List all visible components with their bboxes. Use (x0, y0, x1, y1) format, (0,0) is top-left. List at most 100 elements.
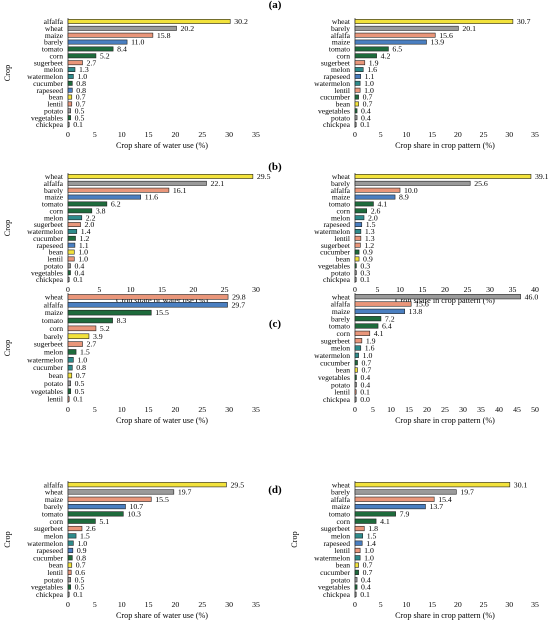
chart-0-left-bar-melon (67, 67, 76, 72)
chart-0-right-data-label: 15.6 (439, 31, 453, 40)
chart-0-left-category-label: maize (45, 31, 64, 40)
chart-1-right-category-label: watermelon (314, 227, 350, 236)
chart-1-left-data-label: 22.1 (210, 179, 224, 188)
chart-3-right-category-label: chickpea (323, 590, 351, 599)
chart-2-right-bar-vegetables (354, 374, 357, 380)
chart-0-right-bar-vegetables (354, 108, 358, 114)
chart-2-left-bar-cucumber (67, 364, 73, 371)
chart-2-left-x-tick-label: 10 (118, 405, 126, 414)
chart-2-left-data-label: 0.1 (73, 395, 83, 404)
chart-1-right-data-label: 39.1 (535, 172, 549, 181)
chart-2-left-category-label: maize (45, 308, 64, 317)
chart-2-left-x-tick-label: 5 (93, 405, 97, 414)
chart-0-right-x-axis-title: Crop share in crop pattern (%) (395, 141, 495, 150)
chart-1-right-x-tick-label: 0 (353, 285, 357, 294)
chart-0-right-data-label: 0.4 (361, 106, 371, 115)
chart-2-right-category-label: alfalfa (331, 300, 351, 309)
chart-1-right-x-axis-title: Crop share in crop pattern (%) (395, 296, 495, 305)
chart-1-right-x-tick-label: 35 (509, 285, 517, 294)
chart-0-left-category-label: wheat (45, 24, 64, 33)
chart-0-left-category-label: barely (44, 38, 63, 47)
chart-0-right-x-tick-label: 35 (531, 130, 539, 139)
chart-0-left-bar-alfalfa (67, 19, 231, 24)
chart-1-right-x-tick-label: 25 (464, 285, 472, 294)
chart-1-left-category-label: maize (45, 193, 64, 202)
chart-2-right-category-label: potato (331, 380, 350, 389)
chart-2-right-data-label: 0.1 (360, 388, 370, 397)
chart-3-right-bar-watermelon (354, 555, 361, 561)
chart-0-left-data-label: 0.8 (76, 86, 86, 95)
chart-2-left-data-label: 3.9 (93, 332, 103, 341)
chart-0-right-category-label: cucumber (320, 93, 350, 102)
chart-3-left-category-label: sugerbeet (34, 524, 64, 533)
chart-2-left-category-label: lentil (47, 395, 63, 404)
chart-2-right-x-tick-label: 40 (495, 405, 503, 414)
chart-3-right-bar-wheat (354, 482, 511, 488)
chart-0-right-x-tick-label: 25 (480, 130, 488, 139)
chart-1-left-data-label: 0.1 (73, 275, 83, 284)
chart-1-left-bar-barely (67, 187, 170, 193)
chart-2-left-bar-lentil (67, 396, 70, 402)
chart-2-right-bar-barely (354, 316, 382, 322)
chart-3-right-category-label: alfalfa (331, 495, 351, 504)
chart-2-left-bar-sugerbeet (67, 341, 83, 347)
chart-0-right-data-label: 0.7 (363, 100, 373, 109)
chart-3-left-bar-cucumber (67, 555, 73, 561)
chart-0-left-data-label: 15.8 (157, 31, 171, 40)
chart-0-left-category-label: bean (49, 93, 64, 102)
chart-1-right-data-label: 1.5 (366, 220, 376, 229)
chart-0-left-data-label: 0.5 (75, 106, 85, 115)
chart-2-right-data-label: 1.0 (363, 351, 373, 360)
chart-3-right-category-label: lentil (334, 546, 350, 555)
chart-2-right-data-label: 0.4 (360, 373, 370, 382)
chart-1-left-category-label: cucumber (33, 234, 63, 243)
chart-1-left-bar-melon (67, 215, 83, 221)
chart-0-right-x-tick-label: 20 (454, 130, 462, 139)
chart-3-left-category-label: tomato (42, 510, 63, 519)
chart-0-left-bar-bean (67, 94, 73, 100)
chart-0-left-bar-chickpea (67, 122, 70, 127)
chart-0-right-bar-potato (354, 115, 358, 121)
chart-3-right-data-label: 15.4 (438, 495, 452, 504)
chart-0-left-category-label: watermelon (27, 72, 63, 81)
chart-3-left-data-label: 5.1 (99, 517, 109, 526)
chart-3-right-category-label: tomato (329, 510, 350, 519)
chart-2-right-category-label: maize (332, 307, 351, 316)
chart-1-left-x-tick-label: 5 (97, 285, 101, 294)
chart-1-left-category-label: watermelon (27, 227, 63, 236)
chart-3-left-category-label: barely (44, 502, 63, 511)
chart-2-left-data-label: 0.8 (76, 363, 86, 372)
chart-1-right-bar-tomato (354, 201, 374, 207)
chart-0-right-category-label: potato (331, 113, 350, 122)
chart-3-left-bar-maize (67, 496, 152, 502)
chart-1-left-category-label: bean (49, 248, 64, 257)
chart-1-left-category-label: vegetables (31, 268, 63, 277)
chart-0-right-category-label: melon (331, 65, 350, 74)
chart-0-right-category-label: maize (332, 38, 351, 47)
chart-0-left-category-label: cucumber (33, 79, 63, 88)
chart-3-left-x-tick-label: 0 (66, 600, 70, 609)
chart-0-right-data-label: 1.0 (364, 86, 374, 95)
chart-2-right-x-tick-label: 20 (423, 405, 431, 414)
chart-1-left-x-tick-label: 25 (221, 285, 229, 294)
chart-0-right-data-label: 1.6 (367, 65, 377, 74)
chart-0-left-category-label: lentil (47, 100, 63, 109)
chart-3-left-bar-alfalfa (67, 482, 227, 488)
chart-0-right-data-label: 20.1 (462, 24, 476, 33)
chart-2-right-category-label: lentil (334, 388, 350, 397)
chart-0-right-category-label: barely (331, 24, 350, 33)
chart-0-left-x-tick-label: 30 (225, 130, 233, 139)
chart-0-right-bar-cucumber (354, 94, 359, 100)
chart-3-left-category-label: alfalfa (44, 480, 64, 489)
chart-2-left-data-label: 8.3 (117, 316, 127, 325)
chart-0-left-x-tick-label: 0 (66, 130, 70, 139)
chart-3-right-bar-potato (354, 577, 358, 583)
chart-1-left-y-axis-title: Crop (3, 220, 12, 236)
chart-3-right-bar-rapeseed (354, 540, 363, 546)
chart-1-left-data-label: 11.6 (145, 193, 158, 202)
chart-2-left-category-label: corn (50, 324, 64, 333)
chart-2-right-x-tick-label: 45 (513, 405, 521, 414)
chart-0-left-data-label: 0.7 (76, 93, 86, 102)
chart-3-right-data-label: 1.5 (367, 531, 377, 540)
chart-2-right-x-tick-label: 25 (441, 405, 449, 414)
